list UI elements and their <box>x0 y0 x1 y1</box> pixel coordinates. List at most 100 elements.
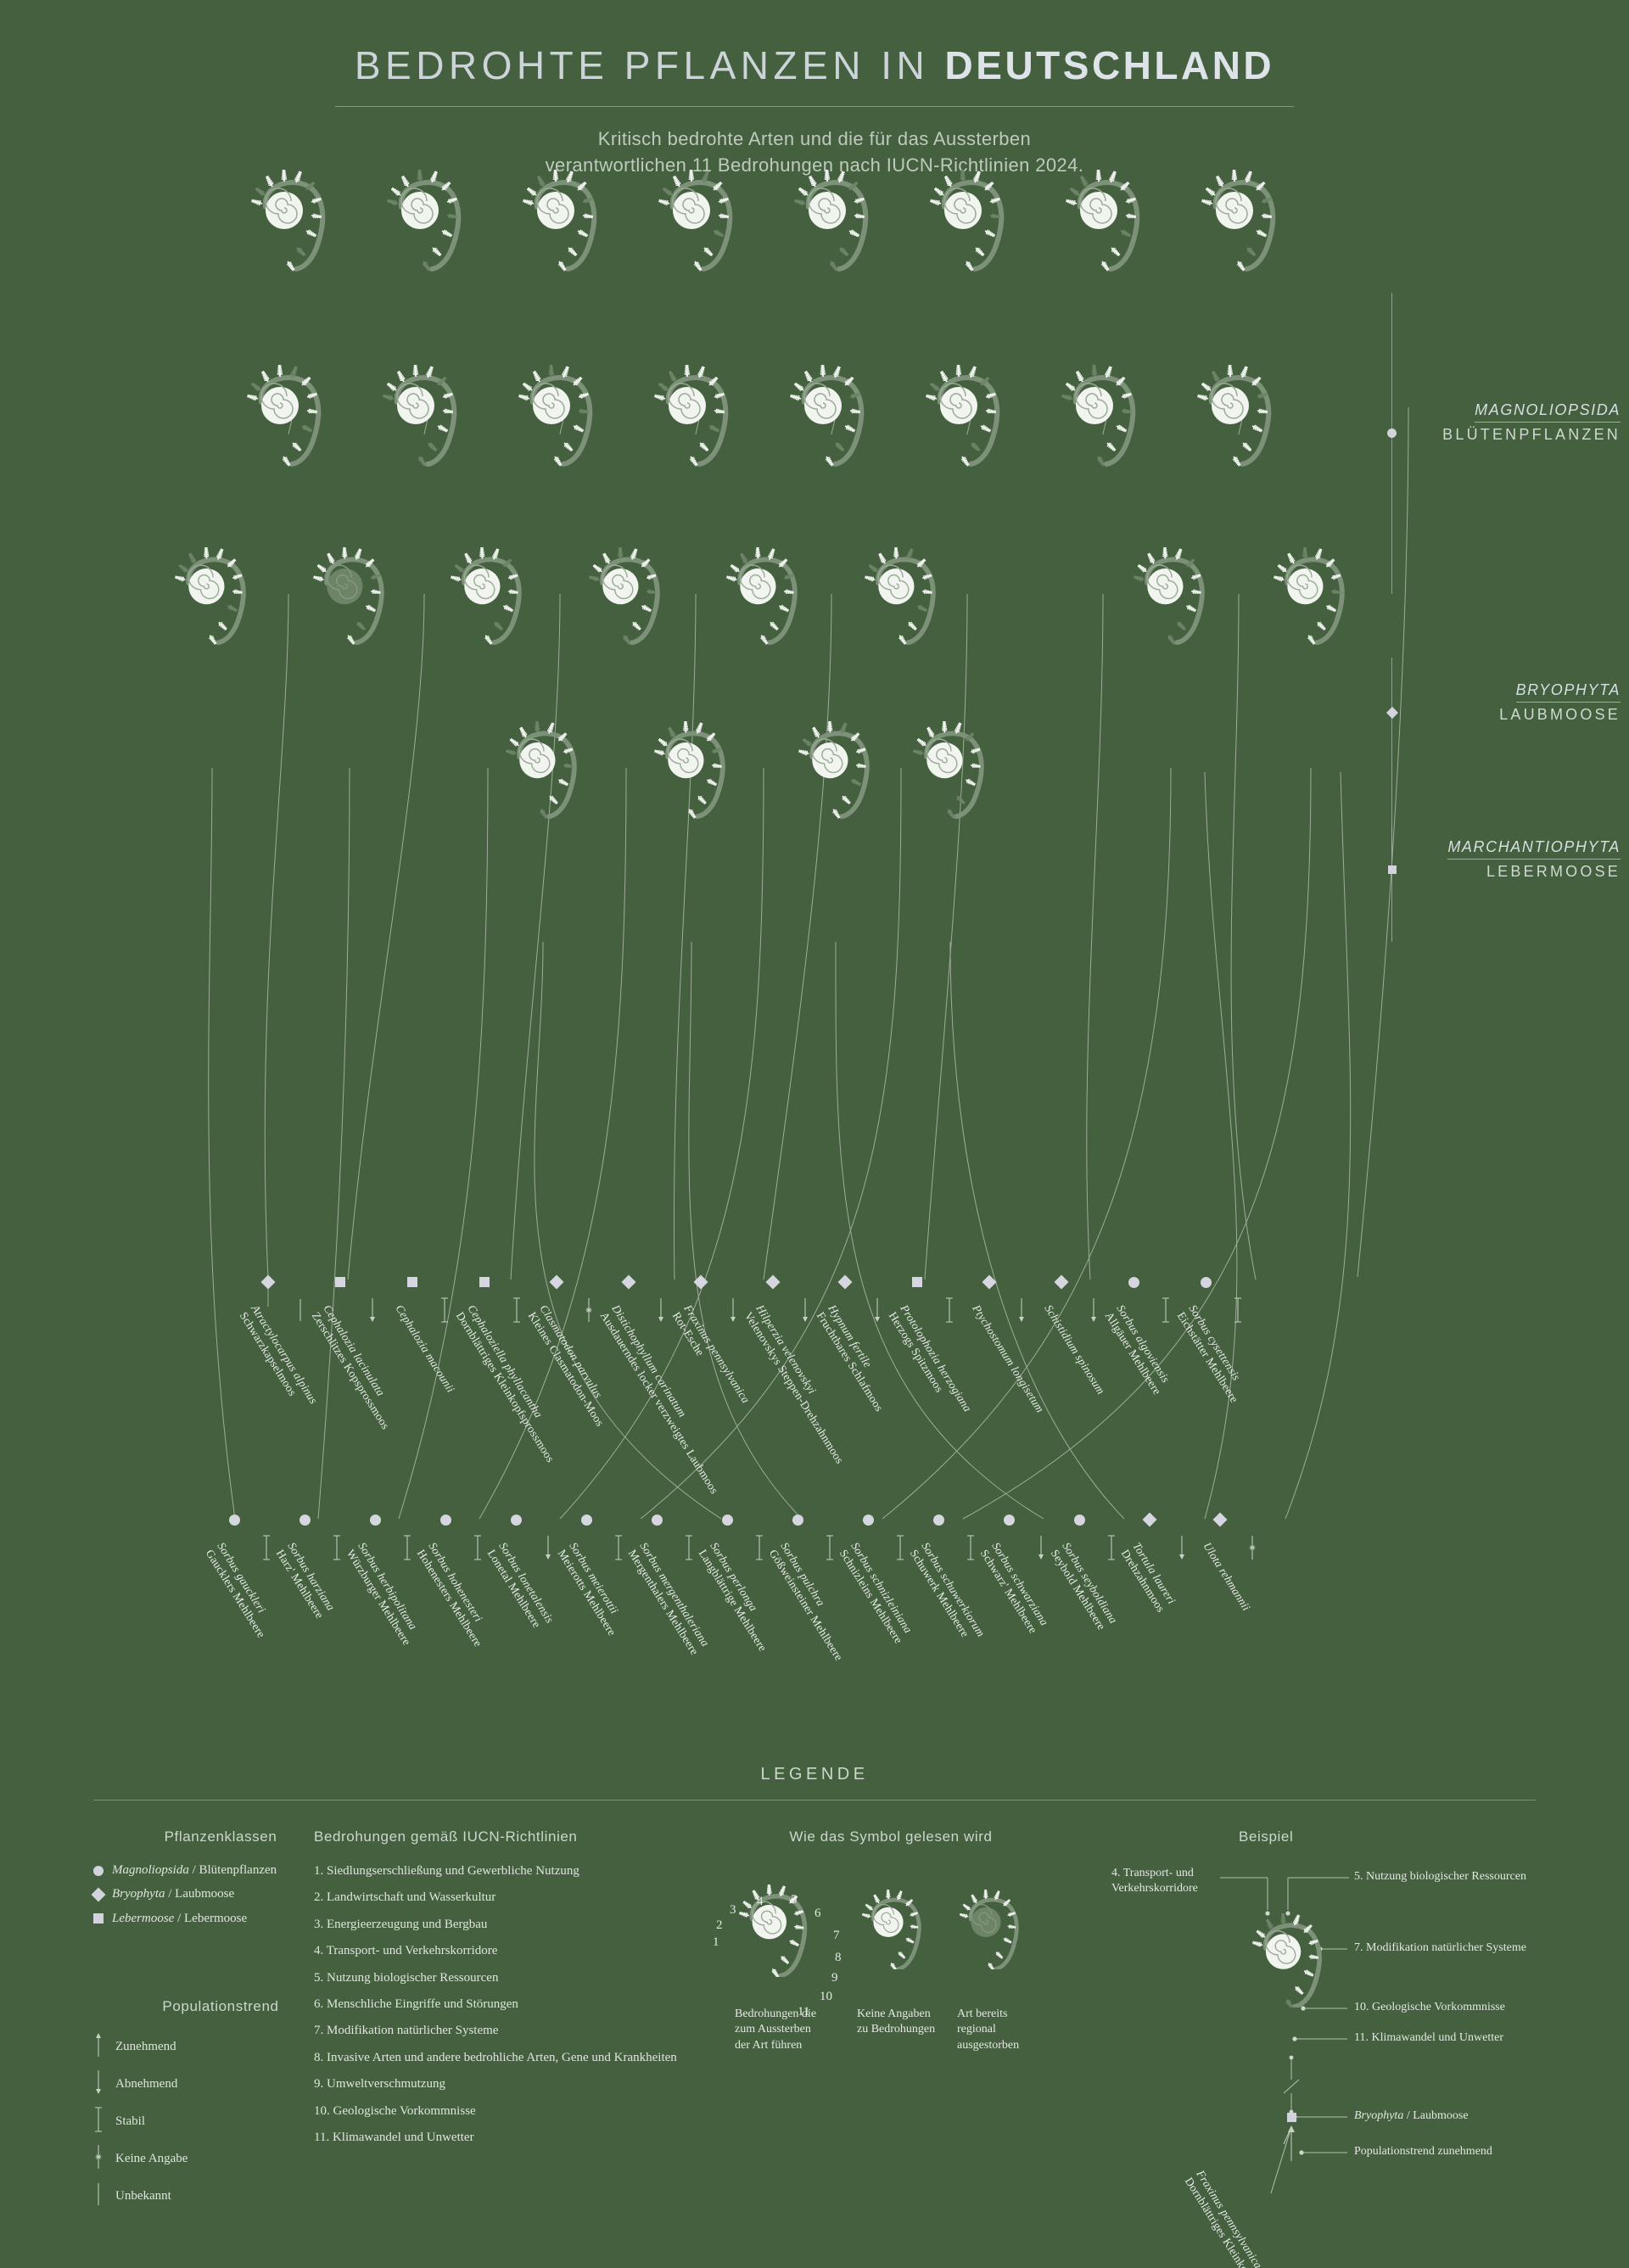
legend-trend-item: Unbekannt <box>93 2183 348 2209</box>
reading-frond-numbered <box>738 1884 816 1981</box>
reading-threat-number: 7 <box>833 1929 840 1942</box>
class-axis-line <box>1391 293 1392 594</box>
legend-reading-heading: Wie das Symbol gelesen wird <box>789 1828 993 1845</box>
class-axis-marker-diamond-icon <box>1385 706 1399 720</box>
species-trend-abnehmend-icon <box>656 1297 666 1327</box>
legend-plant-classes-heading: Pflanzenklassen <box>164 1828 277 1845</box>
example-callout-11: 11. Klimawandel und Unwetter <box>1354 2031 1503 2044</box>
species-trend-stabil-icon <box>332 1535 342 1565</box>
subtitle-line-2: verantwortlichen 11 Bedrohungen nach IUC… <box>545 154 1084 176</box>
species-marker-circle-icon <box>792 1515 803 1526</box>
species-trend-stabil-icon <box>512 1297 522 1327</box>
frond-symbol <box>250 169 335 272</box>
legend-class-text: Magnoliopsida / Blütenpflanzen <box>112 1863 277 1877</box>
reading-threat-number: 1 <box>713 1935 719 1949</box>
legend-threat-item: 8. Invasive Arten und andere bedrohliche… <box>314 2050 677 2064</box>
frond-symbol <box>864 546 945 646</box>
frond-symbol <box>929 169 1014 272</box>
class-axis-common-name: LAUBMOOSE <box>1499 706 1621 723</box>
species-marker-diamond-icon <box>260 1274 276 1290</box>
example-callout-7: 7. Modifikation natürlicher Systeme <box>1354 1941 1526 1954</box>
legend-threat-item: 2. Landwirtschaft und Wasserkultur <box>314 1890 496 1905</box>
reading-caption-extinct: Art bereits regional ausgestorben <box>957 2008 1020 2052</box>
species-marker-circle-icon <box>652 1515 663 1526</box>
legend-threats: Bedrohungen gemäß IUCN-Richtlinien 1. Si… <box>314 1828 696 2157</box>
species-marker-circle-icon <box>511 1515 522 1526</box>
species-marker-diamond-icon <box>837 1274 853 1290</box>
legend-trend-stable-icon <box>93 2107 104 2136</box>
legend-trend-item: Zunehmend <box>93 2032 348 2062</box>
reading-threat-number: 6 <box>814 1907 821 1920</box>
legend-threat-item: 3. Energieerzeugung und Bergbau <box>314 1917 488 1931</box>
example-diagram: 4. Transport- und Verkehrskorridore 5. Nut… <box>1078 1828 1629 2268</box>
species-trend-abnehmend-icon <box>1016 1297 1027 1327</box>
species-label: Protolophozia herzogiana Herzogs Spitzmo… <box>886 1302 974 1422</box>
species-marker-circle-icon <box>1074 1515 1085 1526</box>
legend-trend-label: Zunehmend <box>115 2040 176 2053</box>
legend-class-item: Bryophyta / Laubmoose <box>91 1887 348 1902</box>
title-divider <box>335 106 1294 107</box>
legend-trend-label: Keine Angabe <box>115 2152 188 2165</box>
example-frond <box>1251 1912 1331 2012</box>
species-sci-name: Ptychostomum longisetum <box>970 1302 1047 1415</box>
reading-threat-number: 2 <box>716 1918 723 1932</box>
species-trend-stabil-icon <box>402 1535 412 1565</box>
frond-symbol <box>725 546 807 646</box>
species-trend-keine-angabe-icon <box>1247 1535 1257 1565</box>
legend-threat-item: 10. Geologische Vorkommnisse <box>314 2103 476 2118</box>
frond-symbol <box>793 169 878 272</box>
example-callout-10: 10. Geologische Vorkommnisse <box>1354 2001 1505 2013</box>
species-trend-stabil-icon <box>1233 1297 1243 1327</box>
species-sci-name: Distichophyllum carinatum <box>609 1302 690 1420</box>
legend-example-heading: Beispiel <box>1239 1828 1294 1845</box>
example-trend-note: Populationstrend zunehmend <box>1354 2145 1492 2158</box>
legend-marker-circle-icon <box>93 1865 104 1876</box>
frond-symbol <box>1273 546 1354 646</box>
example-callout-4: 4. Transport- und Verkehrskorridore <box>1111 1867 1198 1896</box>
species-label: Distichophyllum carinatum Ausdauerndes l… <box>597 1302 733 1497</box>
species-common-name: Gößweinsteiner Mehlbeere <box>766 1547 846 1663</box>
species-trend-abnehmend-icon <box>728 1297 738 1327</box>
frond-symbol <box>450 546 531 646</box>
reading-caption-threats: Bedrohungen die zum Aussterben der Art füh… <box>735 2008 817 2052</box>
species-label: Cephalozia lacinulata Zerschlitzes Kopsp… <box>309 1302 404 1432</box>
species-label: Sorbus herbipolitana Würzburger Mehlbeer… <box>344 1540 425 1648</box>
class-axis-sci-name: BRYOPHYTA <box>1515 681 1621 703</box>
example-class-note: Bryophyta / Laubmoose <box>1354 2109 1469 2122</box>
class-axis-sci-name: MARCHANTIOPHYTA <box>1447 838 1621 860</box>
class-axis-line <box>1391 827 1392 942</box>
species-trend-abnehmend-icon <box>367 1297 378 1327</box>
species-trend-abnehmend-icon <box>800 1297 810 1327</box>
poster-header: BEDROHTE PFLANZEN IN DEUTSCHLAND Kritisc… <box>0 0 1629 178</box>
species-trend-stabil-icon <box>473 1535 483 1565</box>
species-marker-circle-icon <box>1201 1277 1212 1288</box>
legend-trend-up-icon <box>93 2032 104 2062</box>
species-label: Atractylocarpus alpinus Schwarzkapselmoo… <box>237 1302 321 1414</box>
legend-heading: LEGENDE <box>760 1765 869 1784</box>
legend-plant-classes: Pflanzenklassen Magnoliopsida / Blütenpf… <box>91 1828 348 1936</box>
legend-trend-item: Abnehmend <box>93 2070 348 2097</box>
legend-threat-item: 9. Umweltverschmutzung <box>314 2077 445 2092</box>
frond-symbol <box>382 364 467 467</box>
frond-symbol <box>798 720 879 820</box>
legend-trend-label: Stabil <box>115 2114 146 2128</box>
reading-frond-extinct <box>959 1889 1027 1974</box>
subtitle-line-1: Kritisch bedrohte Arten und die für das … <box>597 128 1032 149</box>
reading-threat-number: 10 <box>820 1990 832 2003</box>
legend-trend-item: Stabil <box>93 2107 348 2136</box>
species-common-name: Zerschlitzes Kopsprossmoos <box>309 1309 393 1432</box>
species-trend-stabil-icon <box>825 1535 835 1565</box>
legend-class-item: Magnoliopsida / Blütenpflanzen <box>93 1864 348 1877</box>
legend-trend-none-icon <box>93 2144 104 2174</box>
reading-threat-number: 11 <box>798 2005 810 2019</box>
species-marker-diamond-icon <box>1054 1274 1069 1290</box>
legend-trend-unknown-icon <box>93 2181 104 2211</box>
species-marker-circle-icon <box>581 1515 592 1526</box>
legend-trend-label: Unbekannt <box>115 2189 171 2203</box>
species-marker-square-icon <box>407 1277 417 1287</box>
frond-symbol <box>522 169 607 272</box>
frond-symbol <box>789 364 874 467</box>
species-marker-circle-icon <box>229 1515 240 1526</box>
example-callout-5: 5. Nutzung biologischer Ressourcen <box>1354 1870 1526 1883</box>
legend-threat-item: 7. Modifikation natürlicher Systeme <box>314 2024 499 2038</box>
